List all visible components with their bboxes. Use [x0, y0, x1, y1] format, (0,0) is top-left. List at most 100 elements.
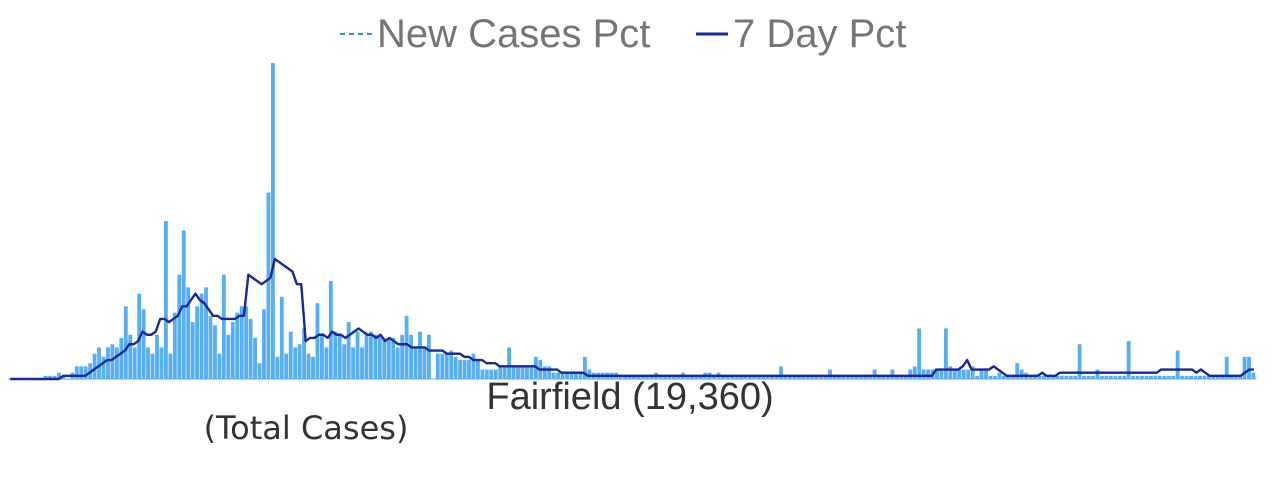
- bar: [645, 375, 650, 379]
- bar: [114, 347, 119, 379]
- bar: [939, 369, 944, 379]
- bar: [440, 353, 445, 379]
- bar: [360, 347, 364, 379]
- bar: [926, 369, 930, 379]
- bar: [377, 334, 382, 379]
- chart-title: Fairfield (19,360): [486, 376, 773, 418]
- bar: [480, 369, 485, 379]
- bar: [872, 369, 877, 379]
- bar: [315, 303, 320, 379]
- bar: [734, 375, 739, 379]
- bar: [752, 375, 757, 379]
- bar: [850, 375, 855, 379]
- bar: [1046, 375, 1051, 379]
- bar: [386, 337, 391, 379]
- bar: [1229, 375, 1234, 379]
- bar: [132, 347, 137, 379]
- bar: [1242, 356, 1247, 379]
- bar: [765, 375, 770, 379]
- bar: [828, 369, 832, 379]
- bar: [587, 369, 592, 379]
- bar: [1162, 375, 1167, 379]
- bar: [886, 375, 890, 379]
- bar: [1028, 375, 1033, 379]
- bar: [863, 375, 868, 379]
- bar: [270, 63, 275, 379]
- bar: [685, 375, 690, 379]
- bar: [725, 375, 730, 379]
- bar: [83, 366, 88, 379]
- bar: [618, 375, 623, 379]
- bar: [1073, 375, 1078, 379]
- bar: [783, 375, 788, 379]
- bar: [738, 375, 743, 379]
- bar: [689, 375, 694, 379]
- bar: [293, 347, 298, 379]
- bar: [779, 366, 783, 379]
- bar: [1001, 375, 1006, 379]
- bar: [346, 322, 351, 379]
- bar: [810, 375, 815, 379]
- bar: [1122, 375, 1127, 379]
- bar: [747, 375, 752, 379]
- bar: [467, 360, 471, 379]
- legend-label-7-day-pct: 7 Day Pct: [733, 12, 906, 56]
- bar: [471, 353, 476, 379]
- bar: [636, 375, 641, 379]
- bar: [204, 287, 208, 379]
- bar: [1211, 375, 1216, 379]
- bar: [1140, 375, 1144, 379]
- bar: [529, 366, 534, 379]
- bar: [1126, 341, 1131, 379]
- bar: [1010, 375, 1015, 379]
- bar: [565, 372, 569, 379]
- bar: [993, 375, 997, 379]
- bar: [1224, 356, 1229, 379]
- bar: [128, 334, 133, 379]
- bar: [1006, 375, 1011, 379]
- bar: [235, 312, 240, 379]
- bar: [208, 315, 213, 379]
- bar: [921, 369, 926, 379]
- bar: [1153, 375, 1158, 379]
- bar: [823, 375, 828, 379]
- bar: [788, 375, 792, 379]
- bar: [422, 347, 427, 379]
- bar: [498, 366, 503, 379]
- bar: [672, 375, 676, 379]
- chart-legend: New Cases Pct 7 Day Pct: [340, 12, 906, 56]
- bar: [92, 353, 97, 379]
- bar: [279, 296, 284, 379]
- bar: [288, 331, 293, 379]
- bar: [698, 375, 703, 379]
- bar: [1082, 375, 1086, 379]
- bar: [284, 353, 289, 379]
- bar: [984, 369, 988, 379]
- bar: [623, 375, 627, 379]
- bar: [306, 353, 311, 379]
- bar: [409, 334, 413, 379]
- bar: [1157, 375, 1162, 379]
- bar: [337, 334, 342, 379]
- bar: [1175, 350, 1180, 379]
- bar: [97, 347, 101, 379]
- bar: [1149, 375, 1153, 379]
- bar: [556, 372, 561, 379]
- bar: [881, 375, 886, 379]
- bar: [1135, 375, 1140, 379]
- bar: [404, 315, 409, 379]
- bar: [106, 347, 110, 379]
- bar: [168, 353, 173, 379]
- bar: [101, 356, 106, 379]
- bar: [935, 369, 939, 379]
- bar: [1247, 356, 1251, 379]
- bar: [311, 356, 315, 379]
- bar: [213, 325, 217, 379]
- bar: [355, 331, 360, 379]
- bar: [1233, 375, 1238, 379]
- bar: [426, 334, 431, 379]
- bar: [248, 318, 253, 379]
- bar: [373, 334, 378, 379]
- bar: [1117, 375, 1122, 379]
- bar: [975, 375, 980, 379]
